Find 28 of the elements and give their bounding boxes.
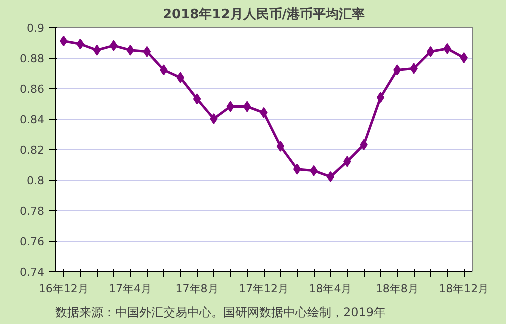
y-tick-label: 0.84 bbox=[20, 114, 45, 126]
x-tick-label: 17年8月 bbox=[176, 282, 219, 296]
y-tick-label: 0.86 bbox=[20, 83, 45, 96]
x-tick-label: 16年12月 bbox=[38, 282, 89, 296]
point bbox=[376, 92, 385, 104]
x-tick-label: 18年12月 bbox=[439, 282, 490, 296]
y-tick-label: 0.74 bbox=[20, 266, 45, 279]
source-note: 数据来源：中国外汇交易中心。国研网数据中心绘制，2019年 bbox=[56, 306, 386, 320]
point bbox=[93, 44, 102, 56]
x-tick-label: 17年12月 bbox=[239, 282, 290, 296]
point bbox=[460, 52, 468, 64]
y-tick-label: 0.9 bbox=[27, 22, 45, 35]
y-tick-label: 0.82 bbox=[20, 144, 45, 157]
y-tick-label: 0.88 bbox=[20, 52, 45, 66]
x-tick-label: 18年4月 bbox=[309, 282, 352, 296]
chart-title: 2018年12月人民币/港币平均汇率 bbox=[162, 6, 366, 22]
y-tick-label: 0.8 bbox=[27, 174, 45, 188]
y-tick-label: 0.76 bbox=[20, 236, 45, 248]
point bbox=[426, 46, 435, 58]
point bbox=[143, 46, 152, 58]
point bbox=[276, 140, 285, 152]
point bbox=[243, 101, 252, 112]
y-tick-label: 0.78 bbox=[20, 205, 45, 218]
point bbox=[326, 171, 335, 182]
x-tick-label: 17年4月 bbox=[109, 282, 152, 296]
point bbox=[193, 94, 202, 105]
x-tick-label: 18年8月 bbox=[376, 282, 419, 296]
point bbox=[210, 114, 218, 124]
